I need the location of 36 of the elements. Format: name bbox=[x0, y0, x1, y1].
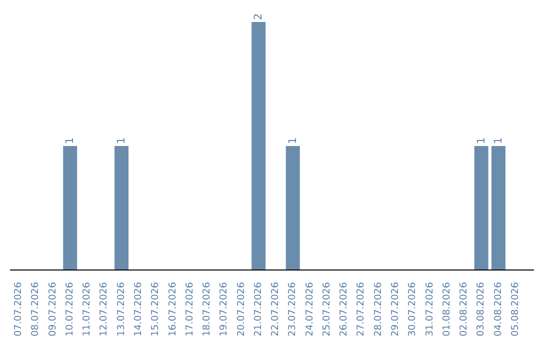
x-tick-label: 19.07.2026 bbox=[218, 282, 230, 336]
x-tick-label: 07.07.2026 bbox=[13, 282, 24, 336]
x-tick-label: 20.07.2026 bbox=[236, 282, 247, 336]
x-tick-label: 25.07.2026 bbox=[321, 282, 332, 336]
x-tick-label: 18.07.2026 bbox=[202, 282, 213, 336]
x-tick-label: 30.07.2026 bbox=[407, 282, 418, 336]
x-tick-label: 11.07.2026 bbox=[82, 282, 93, 336]
x-tick-label: 16.07.2026 bbox=[167, 282, 178, 336]
x-tick-label: 26.07.2026 bbox=[338, 282, 350, 336]
x-tick-label: 12.07.2026 bbox=[98, 282, 110, 336]
data-label: 1 bbox=[286, 137, 299, 144]
x-tick-label: 14.07.2026 bbox=[133, 282, 144, 336]
x-tick-label: 29.07.2026 bbox=[390, 282, 401, 336]
x-tick-label: 23.07.2026 bbox=[287, 282, 298, 336]
x-tick-label: 22.07.2026 bbox=[270, 282, 282, 336]
x-tick-label: 03.08.2026 bbox=[476, 282, 487, 336]
x-tick-label: 15.07.2026 bbox=[150, 282, 162, 336]
data-label: 1 bbox=[492, 137, 504, 144]
x-tick-label: 27.07.2026 bbox=[356, 282, 367, 336]
x-tick-label: 28.07.2026 bbox=[372, 282, 384, 336]
x-tick-label: 08.07.2026 bbox=[30, 282, 42, 336]
x-tick-label: 24.07.2026 bbox=[304, 282, 316, 336]
x-tick-label: 05.08.2026 bbox=[510, 282, 521, 336]
x-tick-label: 21.07.2026 bbox=[252, 282, 264, 336]
x-tick-label: 13.07.2026 bbox=[116, 282, 127, 336]
x-tick-label: 10.07.2026 bbox=[64, 282, 76, 336]
x-tick-label: 31.07.2026 bbox=[424, 282, 436, 336]
x-tick-label: 01.08.2026 bbox=[441, 282, 452, 336]
data-label: 1 bbox=[116, 137, 128, 144]
x-tick-label: 04.08.2026 bbox=[492, 282, 504, 336]
data-label: 1 bbox=[475, 137, 488, 144]
x-tick-label: 09.07.2026 bbox=[47, 282, 58, 336]
data-label: 1 bbox=[64, 137, 76, 144]
x-tick-label: 02.08.2026 bbox=[458, 282, 470, 336]
x-tick-label: 17.07.2026 bbox=[184, 282, 196, 336]
data-label: 2 bbox=[252, 13, 265, 20]
